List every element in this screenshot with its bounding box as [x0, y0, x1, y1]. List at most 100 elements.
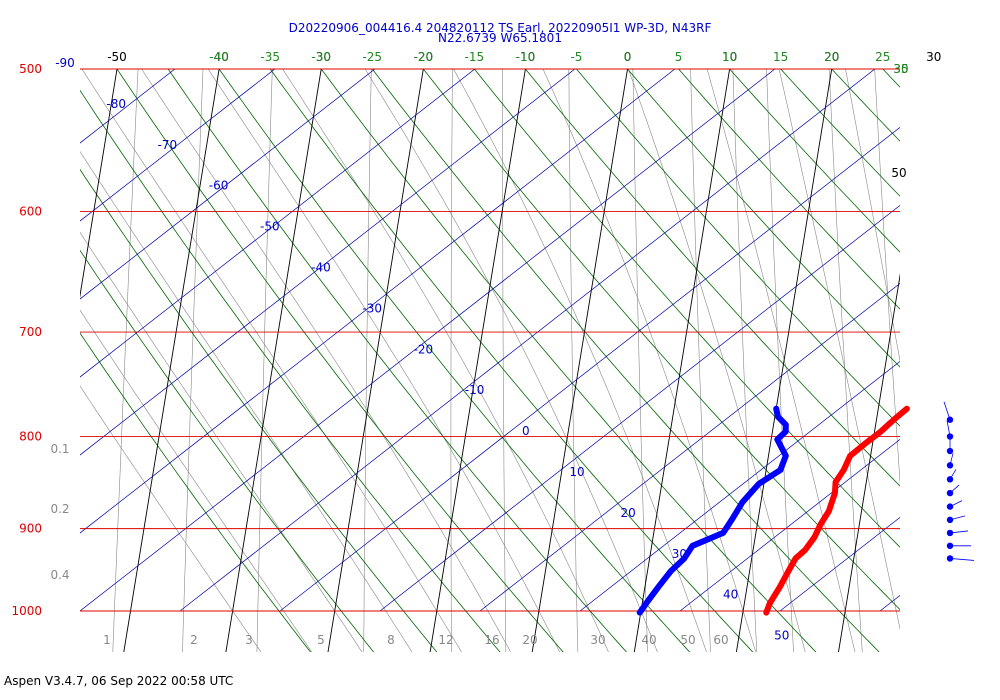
- theta-label: -10: [465, 383, 485, 397]
- dry-adiabat-line: [831, 69, 900, 142]
- wind-barbs: [943, 401, 975, 562]
- isotherm-line: [429, 69, 526, 652]
- moist-adiabat-line: [80, 385, 262, 652]
- theta-label: -40: [311, 261, 331, 275]
- mixing-ratio-label: 3: [245, 633, 253, 647]
- mixing-ratio-side-label: 0.1: [50, 442, 69, 456]
- mixing-ratio-line: [363, 69, 372, 652]
- mixing-ratio-line: [828, 69, 863, 652]
- dry-adiabat-label: 30: [893, 62, 908, 76]
- theta-label: -90: [55, 56, 75, 70]
- moist-adiabat-line: [902, 37, 1000, 671]
- isotherm-label: 10: [722, 50, 737, 64]
- isotherm-label: 0: [624, 50, 632, 64]
- theta-label: 40: [723, 588, 738, 602]
- mixing-ratio-line: [450, 69, 453, 652]
- theta-e-line: [80, 69, 776, 612]
- theta-label: -20: [414, 342, 434, 356]
- mixing-ratio-label: 50: [680, 633, 695, 647]
- wind-barb-shaft: [946, 420, 951, 437]
- mixing-ratio-label: 12: [438, 633, 453, 647]
- wind-barb-shaft: [949, 453, 954, 466]
- isotherm-label: -20: [414, 50, 434, 64]
- isotherm-line: [327, 69, 424, 652]
- moist-adiabat-line: [542, 69, 757, 652]
- dry-adiabat-label: 5: [675, 50, 683, 64]
- pressure-label: 900: [19, 522, 42, 536]
- dry-adiabat-line: [678, 69, 900, 310]
- dry-adiabat-line: [371, 69, 880, 652]
- wind-barb-shaft: [949, 530, 969, 534]
- dry-adiabat-line: [80, 249, 375, 652]
- dry-adiabat-label: -30: [311, 50, 331, 64]
- isotherm-line: [735, 69, 833, 652]
- theta-e-line: [80, 69, 576, 456]
- isotherm-label: 30: [926, 50, 941, 64]
- mixing-ratio-line: [568, 69, 579, 652]
- dry-adiabat-label: -20: [414, 50, 434, 64]
- dry-adiabat-label: 15: [773, 50, 788, 64]
- dry-adiabat-line: [80, 332, 311, 652]
- theta-label: 20: [621, 506, 636, 520]
- dry-adiabat-line: [729, 69, 900, 253]
- moist-adiabat-line: [962, 37, 1000, 671]
- dry-adiabat-label: -10: [516, 50, 536, 64]
- dry-adiabat-line: [780, 69, 900, 197]
- dry-adiabat-line: [218, 69, 691, 652]
- wind-barb-shaft: [949, 500, 963, 507]
- theta-e-line: [80, 69, 476, 378]
- pressure-label: 700: [19, 325, 42, 339]
- mixing-ratio-label: 2: [190, 633, 198, 647]
- moist-adiabat-line: [845, 69, 900, 363]
- moist-adiabat-line: [81, 69, 462, 652]
- theta-label: -50: [260, 220, 280, 234]
- isotherm-label: -10: [516, 50, 536, 64]
- mixing-ratio-line: [938, 37, 986, 671]
- dry-adiabat-line: [167, 69, 627, 652]
- wind-barb-shaft: [949, 469, 957, 480]
- theta-e-line: [579, 360, 900, 612]
- dry-adiabat-line: [422, 69, 900, 611]
- dry-adiabat-label: 25: [875, 50, 890, 64]
- moist-adiabat-line: [207, 69, 560, 652]
- dewpoint-trace: [636, 405, 789, 616]
- pressure-label: 500: [19, 62, 42, 76]
- dry-adiabat-line: [887, 21, 1000, 672]
- theta-e-line: [279, 126, 900, 612]
- mixing-ratio-side-label: 0.2: [50, 502, 69, 516]
- dry-adiabat-label: 20: [824, 50, 839, 64]
- theta-e-line: [980, 0, 1000, 611]
- theta-e-line: [0, 0, 80, 611]
- pressure-label: 800: [19, 430, 42, 444]
- moist-adiabat-line: [364, 69, 658, 652]
- mixing-ratio-label: 60: [713, 633, 728, 647]
- mixing-ratio-line: [112, 69, 139, 652]
- dry-adiabat-line: [80, 89, 501, 652]
- isotherm-line: [123, 69, 220, 652]
- footer-version: Aspen V3.4.7, 06 Sep 2022 00:58 UTC: [4, 674, 234, 688]
- isotherm-line: [80, 69, 118, 299]
- dry-adiabat-line: [269, 69, 754, 652]
- temperature-trace: [763, 405, 910, 616]
- mixing-ratio-line: [766, 69, 794, 652]
- mixing-ratio-label: 8: [387, 633, 395, 647]
- theta-e-line: [0, 0, 180, 611]
- isotherm-label: -50: [107, 50, 127, 64]
- mixing-ratio-line: [182, 69, 204, 652]
- theta-e-line: [479, 282, 900, 612]
- theta-label: -70: [158, 138, 178, 152]
- moist-adiabat-line: [80, 309, 313, 652]
- mixing-ratio-line: [632, 69, 648, 652]
- isotherm-line: [933, 40, 1000, 700]
- moist-adiabat-line: [282, 69, 609, 652]
- dry-adiabat-label: -5: [570, 50, 582, 64]
- dry-adiabat-line: [938, 21, 1000, 672]
- dry-adiabat-label: 10: [722, 50, 737, 64]
- mixing-ratio-line: [732, 69, 758, 652]
- dry-adiabat-line: [473, 69, 900, 548]
- moist-adiabat-line: [706, 69, 856, 652]
- pressure-label: 600: [19, 205, 42, 219]
- mixing-ratio-label: 16: [484, 633, 499, 647]
- theta-e-line: [80, 69, 376, 300]
